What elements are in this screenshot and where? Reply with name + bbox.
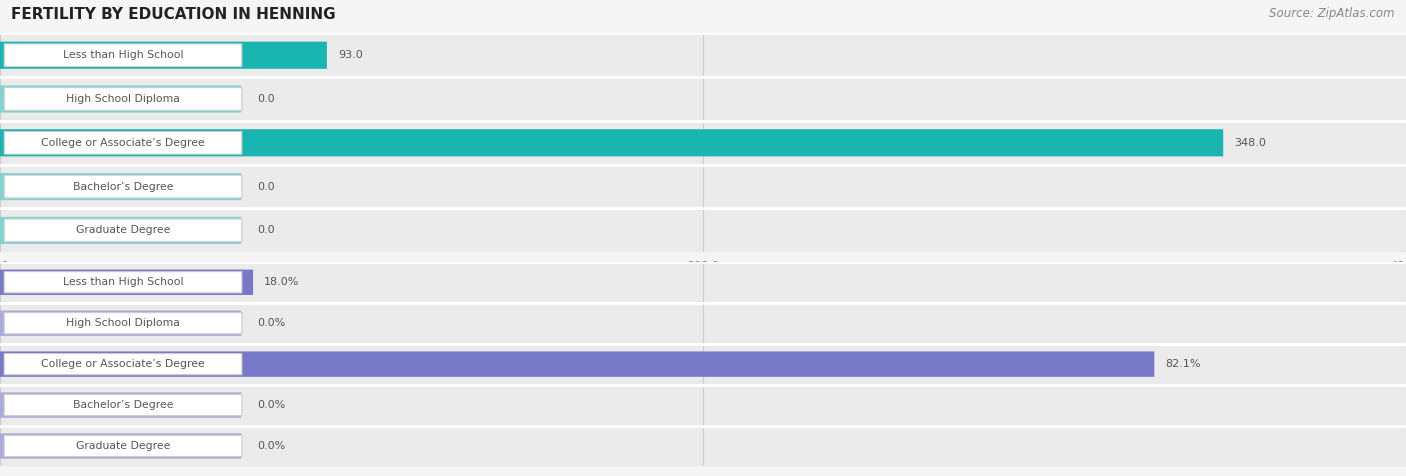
Text: Less than High School: Less than High School — [63, 277, 183, 288]
Text: College or Associate’s Degree: College or Associate’s Degree — [41, 359, 205, 369]
FancyBboxPatch shape — [4, 219, 242, 242]
FancyBboxPatch shape — [4, 395, 242, 416]
FancyBboxPatch shape — [4, 313, 242, 334]
Text: 93.0: 93.0 — [339, 50, 363, 60]
Text: 0.0%: 0.0% — [257, 441, 285, 451]
FancyBboxPatch shape — [4, 436, 242, 456]
Text: Bachelor’s Degree: Bachelor’s Degree — [73, 400, 173, 410]
FancyBboxPatch shape — [0, 33, 1406, 77]
FancyBboxPatch shape — [0, 217, 242, 244]
FancyBboxPatch shape — [0, 269, 253, 295]
FancyBboxPatch shape — [4, 88, 242, 110]
Text: Graduate Degree: Graduate Degree — [76, 225, 170, 236]
FancyBboxPatch shape — [0, 303, 1406, 344]
Text: High School Diploma: High School Diploma — [66, 318, 180, 328]
Text: 0.0: 0.0 — [257, 181, 276, 192]
FancyBboxPatch shape — [4, 175, 242, 198]
FancyBboxPatch shape — [0, 41, 328, 69]
Text: 0.0: 0.0 — [257, 225, 276, 236]
Text: College or Associate’s Degree: College or Associate’s Degree — [41, 138, 205, 148]
FancyBboxPatch shape — [0, 262, 1406, 303]
Text: High School Diploma: High School Diploma — [66, 94, 180, 104]
FancyBboxPatch shape — [0, 310, 242, 336]
FancyBboxPatch shape — [0, 433, 242, 459]
FancyBboxPatch shape — [4, 272, 242, 293]
FancyBboxPatch shape — [0, 165, 1406, 208]
FancyBboxPatch shape — [0, 385, 1406, 426]
FancyBboxPatch shape — [4, 131, 242, 154]
FancyBboxPatch shape — [0, 392, 242, 418]
Text: 82.1%: 82.1% — [1166, 359, 1201, 369]
Text: 348.0: 348.0 — [1234, 138, 1267, 148]
FancyBboxPatch shape — [0, 208, 1406, 252]
Text: 0.0: 0.0 — [257, 94, 276, 104]
FancyBboxPatch shape — [0, 121, 1406, 165]
FancyBboxPatch shape — [0, 129, 1223, 157]
FancyBboxPatch shape — [0, 426, 1406, 466]
FancyBboxPatch shape — [0, 77, 1406, 121]
Text: Source: ZipAtlas.com: Source: ZipAtlas.com — [1270, 7, 1395, 20]
FancyBboxPatch shape — [4, 354, 242, 375]
Text: Bachelor’s Degree: Bachelor’s Degree — [73, 181, 173, 192]
Text: Less than High School: Less than High School — [63, 50, 183, 60]
Text: 0.0%: 0.0% — [257, 318, 285, 328]
Text: 0.0%: 0.0% — [257, 400, 285, 410]
FancyBboxPatch shape — [0, 351, 1154, 377]
FancyBboxPatch shape — [4, 44, 242, 67]
FancyBboxPatch shape — [0, 173, 242, 200]
FancyBboxPatch shape — [0, 344, 1406, 385]
Text: 18.0%: 18.0% — [264, 277, 299, 288]
Text: Graduate Degree: Graduate Degree — [76, 441, 170, 451]
Text: FERTILITY BY EDUCATION IN HENNING: FERTILITY BY EDUCATION IN HENNING — [11, 7, 336, 22]
FancyBboxPatch shape — [0, 85, 242, 113]
